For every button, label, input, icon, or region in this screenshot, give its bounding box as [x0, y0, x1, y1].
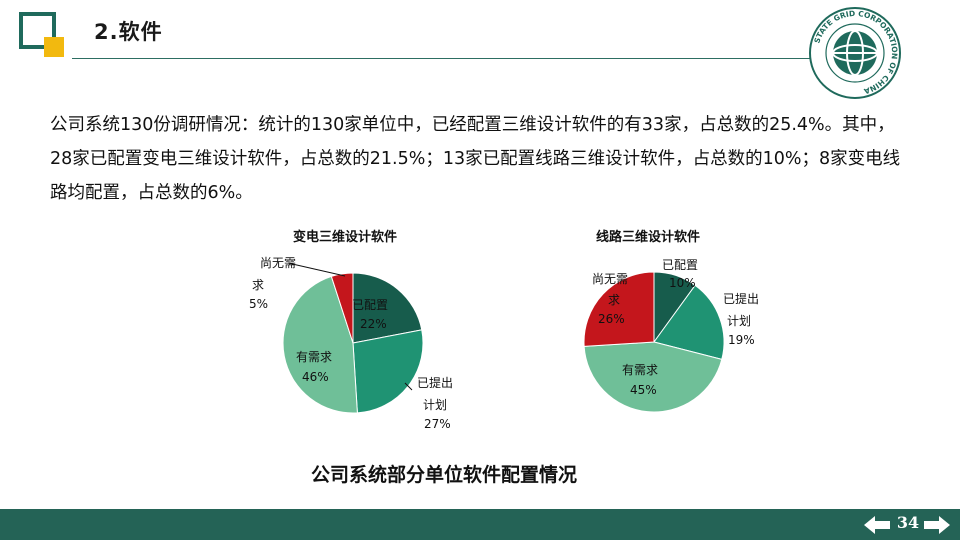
slice-label-planned-line1: 已提出 [417, 375, 453, 390]
slice-value-planned: 27% [424, 417, 451, 431]
arrow-right-icon[interactable] [924, 515, 950, 535]
slice-label-demand: 有需求 [622, 363, 658, 377]
title-divider [72, 58, 827, 59]
slice-value-configured: 22% [360, 317, 387, 331]
slice-label-configured: 已配置 [662, 258, 698, 272]
slice-label-no-need-line2: 求 [608, 293, 620, 307]
slice-label-configured: 已配置 [352, 298, 388, 312]
pie-slice-planned [653, 284, 725, 361]
slide-title: 2.软件 [94, 20, 163, 44]
slice-value-no-need: 26% [598, 312, 625, 326]
intro-paragraph: 公司系统130份调研情况：统计的130家单位中，已经配置三维设计软件的有33家，… [50, 115, 901, 203]
pie-slice-configured [352, 272, 423, 344]
slice-value-demand: 46% [302, 370, 329, 384]
pie-slice-planned [352, 329, 424, 414]
slice-label-planned-line1: 已提出 [723, 291, 759, 306]
logo-square-icon [44, 37, 64, 57]
pie-slice-no-need [583, 271, 655, 347]
slice-label-planned-line2: 计划 [727, 314, 751, 328]
footer-bar [0, 509, 960, 540]
chart-title-substation: 变电三维设计软件 [293, 230, 398, 245]
slice-label-no-need-line1: 尚无需 [592, 272, 628, 286]
chart-title-line: 线路三维设计软件 [596, 230, 701, 245]
pie-chart-line: 尚无需 求 26% 已配置 10% 已提出 计划 19% 有需求 45% [583, 258, 759, 413]
pie-slice-no-need [330, 272, 354, 344]
pie-slice-demand [282, 275, 358, 414]
slice-value-configured: 10% [669, 276, 696, 290]
slice-label-no-need-line1: 尚无需 [260, 256, 296, 270]
state-grid-seal-icon: STATE GRID CORPORATION OF CHINA [809, 7, 901, 99]
slice-value-no-need: 5% [249, 297, 268, 311]
slice-label-no-need-line2: 求 [252, 278, 264, 292]
slice-label-demand: 有需求 [296, 350, 332, 364]
figure-caption: 公司系统部分单位软件配置情况 [311, 464, 578, 486]
page-number: 34 [896, 513, 920, 532]
pie-chart-substation: 尚无需 求 5% 已配置 22% 已提出 计划 27% 有需求 46% [249, 256, 453, 431]
arrow-left-icon[interactable] [864, 515, 890, 535]
logo-frame-icon [19, 12, 56, 49]
slice-value-demand: 45% [630, 383, 657, 397]
pie-slice-demand [583, 341, 723, 413]
slice-label-planned-line2: 计划 [423, 398, 447, 412]
slice-value-planned: 19% [728, 333, 755, 347]
